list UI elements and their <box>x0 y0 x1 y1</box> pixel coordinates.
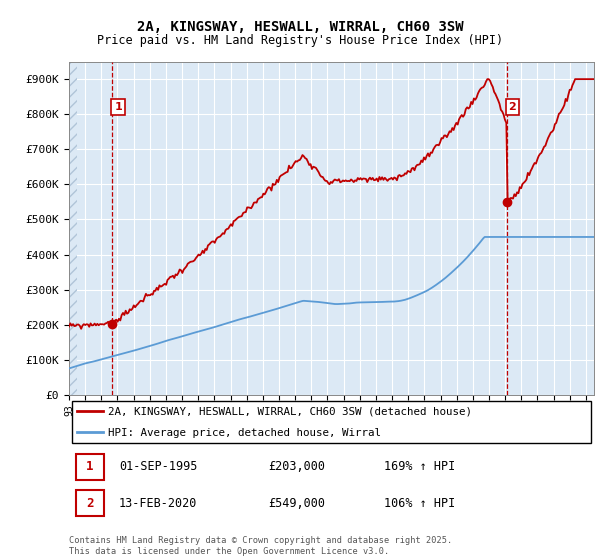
Text: 1: 1 <box>86 460 94 473</box>
Text: 2: 2 <box>508 102 516 112</box>
Text: £549,000: £549,000 <box>269 497 325 510</box>
Text: 2A, KINGSWAY, HESWALL, WIRRAL, CH60 3SW: 2A, KINGSWAY, HESWALL, WIRRAL, CH60 3SW <box>137 20 463 34</box>
Text: Contains HM Land Registry data © Crown copyright and database right 2025.
This d: Contains HM Land Registry data © Crown c… <box>69 536 452 556</box>
Text: 2A, KINGSWAY, HESWALL, WIRRAL, CH60 3SW (detached house): 2A, KINGSWAY, HESWALL, WIRRAL, CH60 3SW … <box>109 407 472 417</box>
Text: £203,000: £203,000 <box>269 460 325 473</box>
FancyBboxPatch shape <box>76 454 104 480</box>
Bar <box>69 62 77 395</box>
Text: 1: 1 <box>114 102 122 112</box>
Text: 13-FEB-2020: 13-FEB-2020 <box>119 497 197 510</box>
Text: HPI: Average price, detached house, Wirral: HPI: Average price, detached house, Wirr… <box>109 428 382 438</box>
FancyBboxPatch shape <box>71 401 592 444</box>
Text: 106% ↑ HPI: 106% ↑ HPI <box>384 497 455 510</box>
Text: 2: 2 <box>86 497 94 510</box>
FancyBboxPatch shape <box>76 490 104 516</box>
Text: 01-SEP-1995: 01-SEP-1995 <box>119 460 197 473</box>
Text: 169% ↑ HPI: 169% ↑ HPI <box>384 460 455 473</box>
Text: Price paid vs. HM Land Registry's House Price Index (HPI): Price paid vs. HM Land Registry's House … <box>97 34 503 46</box>
